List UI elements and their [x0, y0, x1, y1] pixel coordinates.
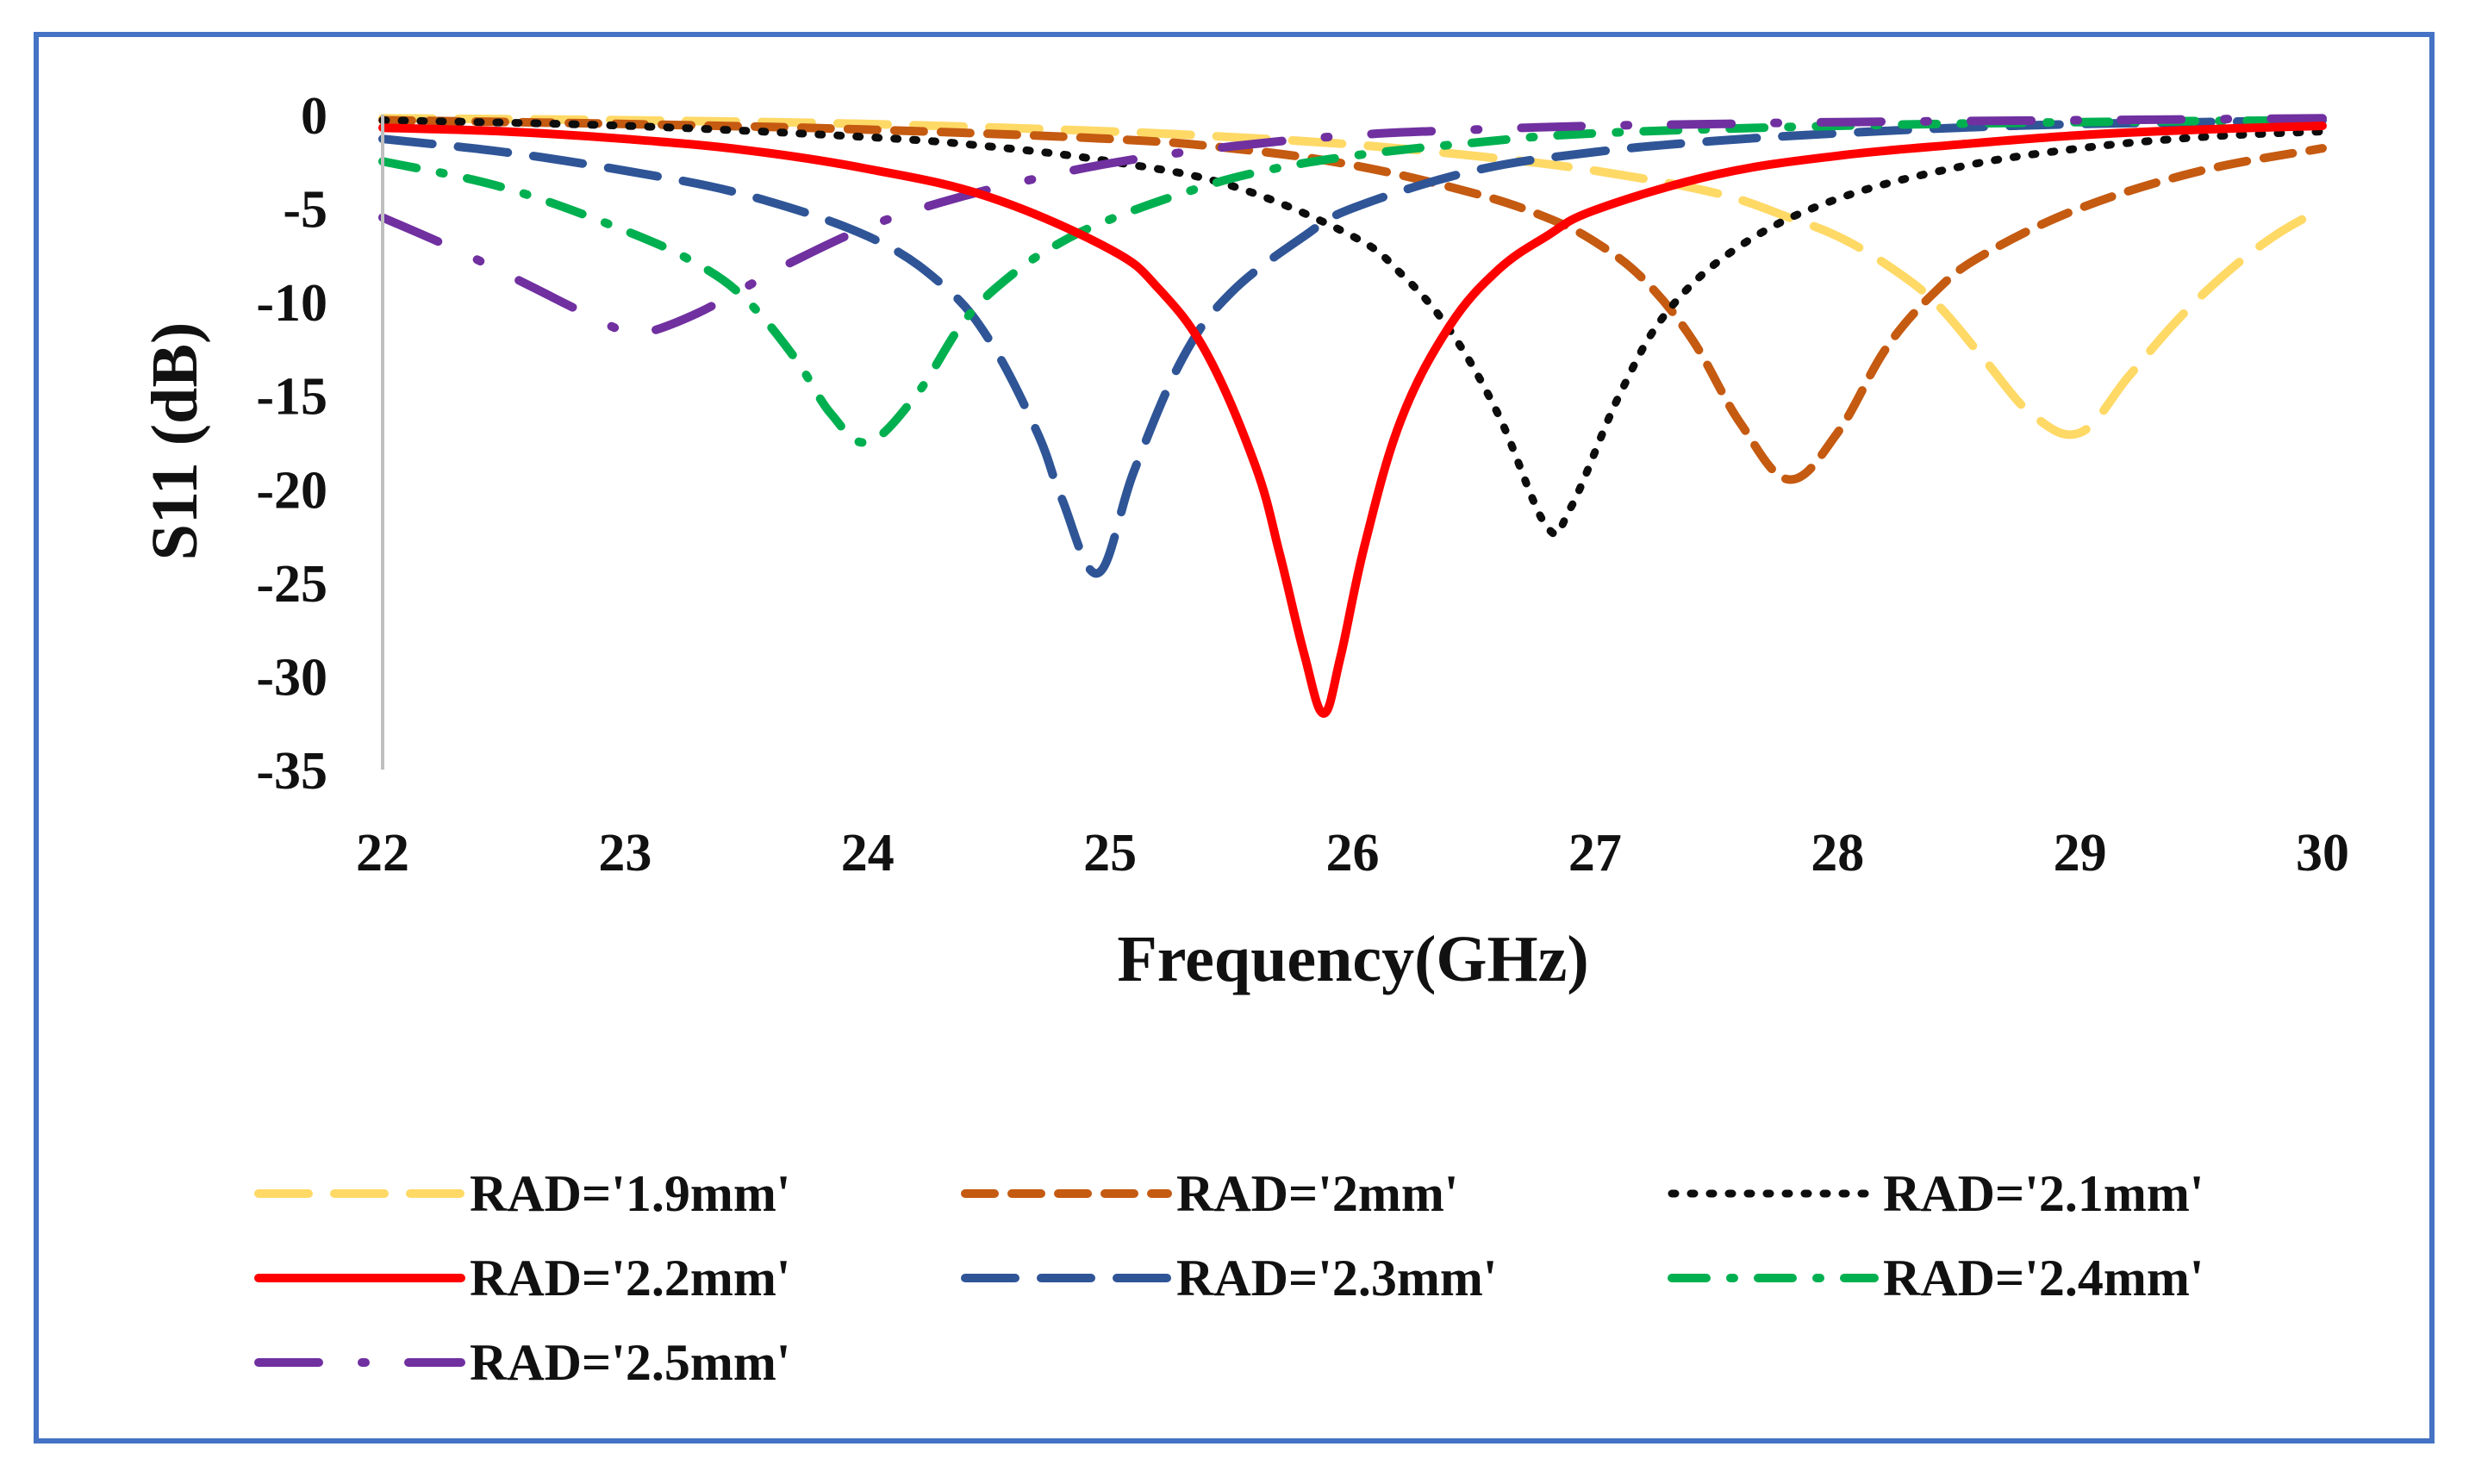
x-axis-title: Frequency(GHz)	[1117, 923, 1588, 995]
legend-label: RAD='2.1mm'	[1883, 1165, 2204, 1222]
legend-label: RAD='1.9mm'	[470, 1165, 790, 1222]
x-tick-label: 23	[598, 824, 652, 882]
y-tick-label: -15	[256, 368, 327, 427]
series-line-1	[378, 114, 2327, 440]
x-tick-label: 24	[841, 824, 895, 882]
y-tick-label: -5	[283, 181, 327, 240]
legend-label: RAD='2.4mm'	[1883, 1250, 2204, 1306]
x-tick-label: 27	[1568, 824, 1622, 882]
legend-item-3: RAD='2.1mm'	[1668, 1165, 2204, 1222]
x-tick-labels: 22 23 24 25 26 27 28 29 30	[356, 824, 2349, 882]
legend-label: RAD='2mm'	[1176, 1165, 1458, 1222]
legend-label: RAD='2.2mm'	[470, 1250, 790, 1306]
y-tick-label: -35	[256, 742, 327, 801]
y-tick-labels: 0 -5 -10 -15 -20 -25 -30 -35	[256, 87, 327, 801]
y-tick-label: -30	[256, 648, 327, 707]
series-group	[378, 114, 2327, 718]
legend: RAD='1.9mm' RAD='2mm' RAD='2.1mm' RAD='2.2m…	[254, 1165, 2204, 1391]
legend-item-5: RAD='2.3mm'	[961, 1250, 1497, 1306]
y-tick-label: -20	[256, 461, 327, 520]
x-tick-label: 29	[2054, 824, 2107, 882]
y-tick-label: -25	[256, 555, 327, 614]
series-line-4	[378, 122, 2327, 718]
legend-item-6: RAD='2.4mm'	[1668, 1250, 2204, 1306]
series-line-5	[378, 115, 2327, 578]
legend-item-2: RAD='2mm'	[961, 1165, 1458, 1222]
x-tick-label: 25	[1083, 824, 1137, 882]
x-tick-label: 30	[2296, 824, 2349, 882]
x-tick-label: 26	[1326, 824, 1380, 882]
y-tick-label: -10	[256, 274, 327, 333]
legend-item-7: RAD='2.5mm'	[254, 1334, 790, 1391]
series-line-2	[378, 115, 2327, 484]
x-tick-label: 22	[356, 824, 409, 882]
series-line-3	[378, 116, 2327, 539]
y-axis-title: S11 (dB)	[139, 322, 211, 561]
legend-label: RAD='2.5mm'	[470, 1334, 790, 1391]
legend-label: RAD='2.3mm'	[1176, 1250, 1497, 1306]
y-tick-label: 0	[301, 87, 327, 146]
legend-item-4: RAD='2.2mm'	[254, 1250, 790, 1306]
series-line-6	[378, 115, 2327, 447]
chart-frame	[34, 32, 2435, 1443]
legend-item-1: RAD='1.9mm'	[254, 1165, 790, 1222]
x-tick-label: 28	[1811, 824, 1864, 882]
